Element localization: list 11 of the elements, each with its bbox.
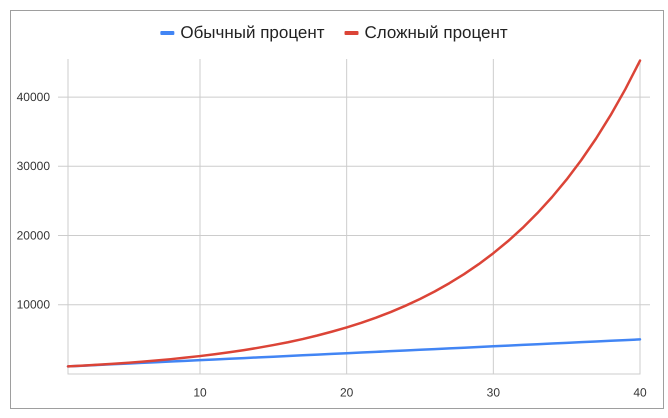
y-tick-label: 30000 bbox=[16, 159, 50, 174]
x-tick-label: 30 bbox=[486, 386, 500, 400]
y-tick-label: 20000 bbox=[16, 228, 50, 242]
y-tick-label: 10000 bbox=[16, 298, 50, 312]
legend-label: Сложный процент bbox=[364, 23, 508, 42]
x-tick-label: 40 bbox=[633, 386, 647, 400]
legend-label: Обычный процент bbox=[180, 23, 325, 42]
x-tick-label: 10 bbox=[193, 386, 207, 400]
x-tick-label: 20 bbox=[340, 386, 354, 400]
line-series bbox=[66, 59, 642, 368]
y-tick-label: 40000 bbox=[16, 90, 50, 104]
